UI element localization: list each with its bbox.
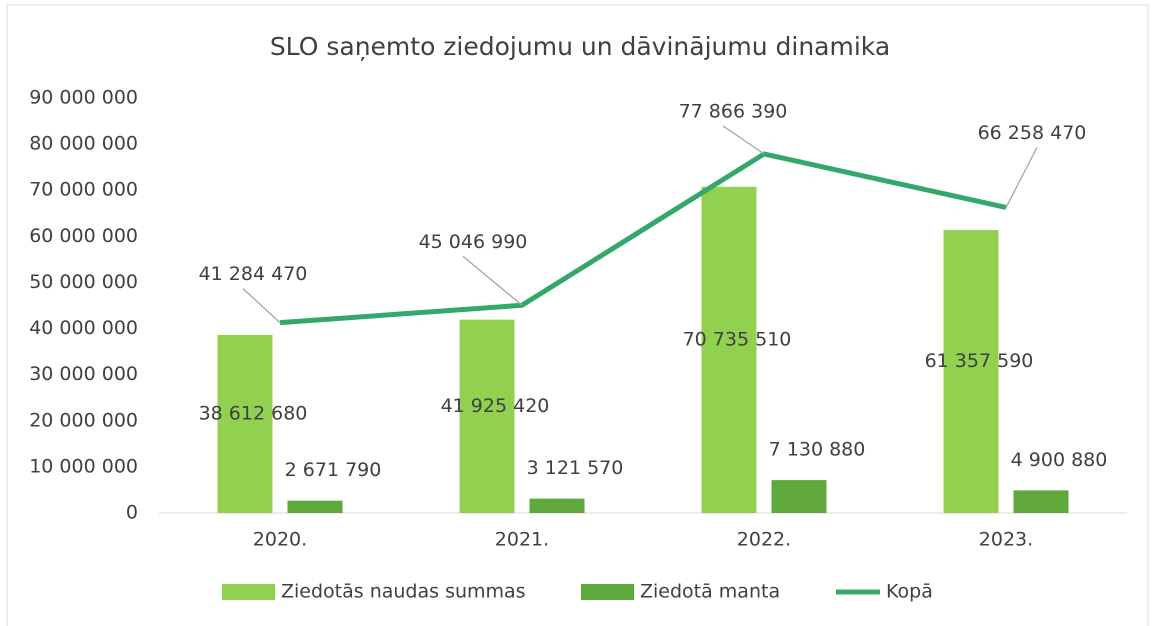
x-tick-label: 2020.: [253, 529, 307, 551]
legend-swatch: [222, 584, 275, 600]
y-tick-label: 10 000 000: [29, 455, 138, 477]
legend-label: Ziedotās naudas summas: [281, 581, 526, 603]
bar: [771, 480, 827, 513]
bar: [217, 334, 273, 513]
y-tick-label: 60 000 000: [29, 225, 138, 247]
bar: [701, 186, 757, 514]
data-label: 61 357 590: [925, 350, 1034, 372]
data-label: 41 925 420: [441, 395, 550, 417]
x-tick-label: 2023.: [979, 529, 1033, 551]
data-label: 38 612 680: [199, 402, 308, 424]
data-label: 2 671 790: [285, 459, 382, 481]
data-label: 4 900 880: [1011, 449, 1108, 471]
data-label: 7 130 880: [769, 439, 866, 461]
legend-label: Kopā: [886, 581, 933, 603]
bar: [287, 500, 343, 513]
leader-line: [462, 255, 523, 306]
legend-swatch: [581, 584, 634, 600]
bar: [1013, 490, 1069, 513]
data-label: 41 284 470: [199, 263, 308, 285]
data-label: 3 121 570: [527, 457, 624, 479]
y-tick-label: 40 000 000: [29, 317, 138, 339]
chart-frame: [6, 4, 1149, 626]
data-label: 77 866 390: [679, 100, 788, 122]
bar: [529, 498, 585, 513]
y-tick-label: 20 000 000: [29, 409, 138, 431]
y-tick-label: 80 000 000: [29, 133, 138, 155]
x-tick-label: 2022.: [737, 529, 791, 551]
leader-line: [722, 125, 765, 155]
y-tick-label: 90 000 000: [29, 87, 138, 109]
data-label: 66 258 470: [978, 122, 1087, 144]
chart-title: SLO saņemto ziedojumu un dāvinājumu dina…: [270, 32, 890, 61]
y-tick-label: 30 000 000: [29, 363, 138, 385]
x-tick-label: 2021.: [495, 529, 549, 551]
leader-line: [242, 288, 281, 324]
legend-label: Ziedotā manta: [640, 581, 780, 603]
data-label: 45 046 990: [419, 231, 528, 253]
bar: [943, 230, 999, 513]
y-tick-label: 0: [126, 502, 138, 524]
y-tick-label: 50 000 000: [29, 271, 138, 293]
bar: [459, 319, 515, 513]
data-label: 70 735 510: [683, 328, 792, 350]
line: [279, 151, 1007, 326]
leader-line: [1005, 147, 1038, 208]
y-tick-label: 70 000 000: [29, 179, 138, 201]
